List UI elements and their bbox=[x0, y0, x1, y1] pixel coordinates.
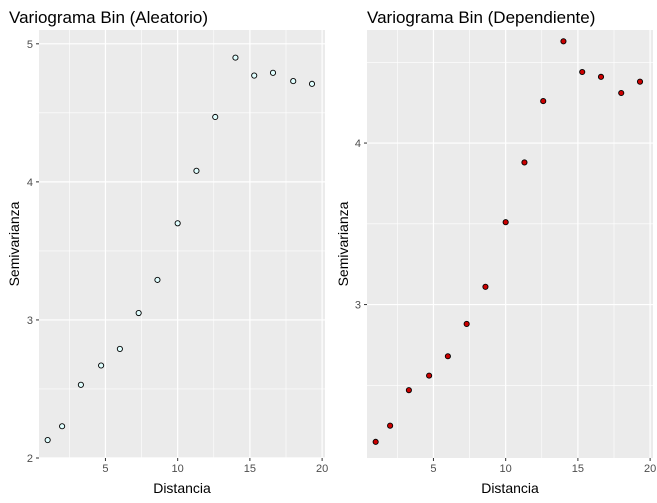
data-point-dependiente-7 bbox=[482, 283, 489, 290]
data-point-aleatorio-2 bbox=[59, 423, 66, 430]
x-tick-label: 5 bbox=[430, 463, 436, 475]
points-dependiente bbox=[372, 38, 644, 445]
data-point-dependiente-2 bbox=[387, 422, 394, 429]
y-tick-labels-aleatorio: 2 3 4 5 bbox=[27, 39, 33, 465]
chart-title-dependiente: Variograma Bin (Dependiente) bbox=[367, 8, 595, 27]
data-point-dependiente-10 bbox=[540, 98, 547, 105]
data-point-aleatorio-7 bbox=[154, 276, 161, 283]
chart-title-aleatorio: Variograma Bin (Aleatorio) bbox=[9, 8, 208, 27]
data-point-dependiente-3 bbox=[405, 387, 412, 394]
chart-dependiente: Variograma Bin (Dependiente) 5 10 15 20 34 … bbox=[335, 8, 656, 496]
x-tick-label: 15 bbox=[572, 463, 584, 475]
data-point-aleatorio-13 bbox=[269, 69, 277, 76]
y-tick-label: 3 bbox=[27, 315, 33, 327]
data-point-dependiente-14 bbox=[618, 89, 625, 97]
data-point-dependiente-9 bbox=[521, 159, 528, 166]
data-point-aleatorio-3 bbox=[77, 381, 84, 388]
y-tick-label: 4 bbox=[355, 138, 361, 150]
grid-aleatorio bbox=[39, 30, 325, 459]
data-point-dependiente-15 bbox=[636, 78, 644, 85]
x-tick-label: 15 bbox=[244, 463, 256, 475]
data-point-aleatorio-1 bbox=[44, 437, 51, 444]
x-tick-label: 5 bbox=[102, 463, 108, 475]
data-point-aleatorio-15 bbox=[308, 80, 316, 87]
data-point-aleatorio-5 bbox=[116, 345, 123, 352]
data-point-aleatorio-4 bbox=[98, 362, 105, 369]
data-point-dependiente-5 bbox=[444, 353, 451, 360]
y-tick-label: 5 bbox=[27, 39, 33, 51]
data-point-dependiente-13 bbox=[597, 73, 605, 80]
y-axis-label-aleatorio: Semivarianza bbox=[6, 201, 22, 286]
plot-area-aleatorio bbox=[39, 30, 325, 458]
y-tick-label: 3 bbox=[355, 300, 361, 312]
data-point-dependiente-4 bbox=[426, 372, 433, 379]
x-tick-labels-aleatorio: 5 10 15 20 bbox=[102, 463, 328, 475]
data-point-aleatorio-11 bbox=[232, 54, 239, 61]
y-tick-labels-dependiente: 34 bbox=[355, 138, 361, 312]
plot-area-dependiente bbox=[367, 30, 653, 458]
x-axis-label-aleatorio: Distancia bbox=[153, 480, 211, 496]
y-tick-label: 2 bbox=[27, 453, 33, 465]
data-point-aleatorio-14 bbox=[290, 78, 297, 85]
data-point-dependiente-11 bbox=[560, 38, 567, 45]
data-point-aleatorio-12 bbox=[251, 72, 258, 79]
data-point-aleatorio-8 bbox=[174, 220, 181, 227]
y-tick-label: 4 bbox=[27, 177, 33, 189]
data-point-aleatorio-6 bbox=[135, 309, 142, 317]
points-aleatorio bbox=[44, 54, 316, 444]
x-tick-labels-dependiente: 5 10 15 20 bbox=[430, 463, 656, 475]
data-point-dependiente-6 bbox=[463, 320, 470, 327]
data-point-dependiente-8 bbox=[502, 219, 509, 226]
chart-aleatorio: Variograma Bin (Aleatorio) 5 10 15 20 2 3 4 5 … bbox=[6, 8, 328, 496]
data-point-aleatorio-9 bbox=[193, 167, 200, 174]
data-point-aleatorio-10 bbox=[212, 113, 219, 121]
x-tick-label: 20 bbox=[644, 463, 656, 475]
data-point-dependiente-12 bbox=[579, 68, 586, 76]
x-tick-label: 10 bbox=[172, 463, 184, 475]
x-tick-label: 20 bbox=[316, 463, 328, 475]
x-tick-label: 10 bbox=[500, 463, 512, 475]
data-point-dependiente-1 bbox=[372, 438, 379, 445]
x-axis-label-dependiente: Distancia bbox=[481, 480, 539, 496]
y-axis-label-dependiente: Semivarianza bbox=[335, 201, 351, 286]
